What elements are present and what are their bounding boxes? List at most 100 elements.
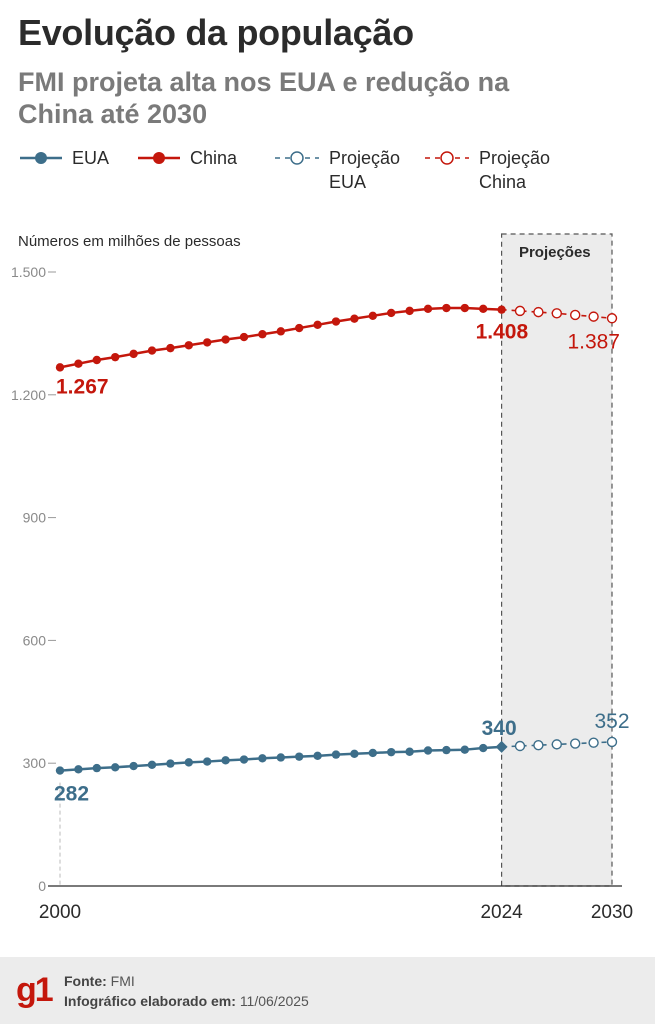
data-label-usa: 282	[54, 783, 89, 806]
data-point-usa	[55, 766, 65, 775]
x-tick-label: 2030	[591, 902, 633, 923]
data-point-china	[460, 303, 469, 313]
data-point-proj_usa	[533, 739, 544, 751]
y-tick-label: 1.200	[11, 387, 46, 403]
data-label-china: 1.408	[476, 321, 529, 344]
footer-date: Infográfico elaborado em: 11/06/2025	[64, 993, 309, 1009]
data-point-proj_china	[588, 311, 599, 322]
data-label-proj_china: 1.387	[567, 330, 620, 353]
data-point-proj_usa	[570, 738, 581, 749]
data-point-usa	[221, 756, 230, 765]
data-point-china	[92, 355, 102, 365]
data-point-usa	[331, 750, 341, 759]
y-tick-label: 900	[23, 510, 47, 526]
data-point-usa	[405, 747, 414, 756]
x-tick-label: 2024	[480, 902, 523, 923]
data-point-usa	[92, 763, 102, 773]
data-point-proj_china	[570, 309, 581, 321]
y-tick-label: 300	[23, 755, 47, 771]
data-point-usa	[258, 754, 267, 763]
footer-source-label: Fonte:	[64, 973, 107, 989]
data-point-usa	[350, 749, 359, 758]
data-point-china	[405, 306, 414, 316]
data-point-usa	[74, 765, 83, 774]
data-point-usa	[387, 747, 396, 757]
data-point-proj_china	[606, 313, 618, 324]
x-tick-label: 2000	[39, 902, 81, 923]
data-point-china	[184, 341, 193, 350]
data-label-china: 1.267	[56, 375, 109, 398]
data-point-china	[350, 314, 359, 323]
legend: EUA China Projeção EUA Projeção China	[18, 146, 638, 198]
y-tick-label: 600	[23, 632, 47, 648]
data-point-china	[442, 303, 451, 313]
data-point-china	[368, 311, 377, 320]
y-tick-label: 0	[38, 878, 46, 894]
footer-source-value: FMI	[110, 973, 135, 989]
data-point-china	[387, 308, 396, 318]
data-point-usa	[184, 758, 193, 767]
footer: g1 Fonte: FMI Infográfico elaborado em: …	[0, 957, 655, 1024]
data-point-china	[147, 346, 157, 355]
chart-subtitle: FMI projeta alta nos EUA e redução na Ch…	[18, 67, 510, 129]
data-point-proj_usa	[551, 739, 562, 750]
footer-date-value: 11/06/2025	[239, 993, 309, 1009]
data-point-proj_usa	[514, 740, 526, 752]
chart-title: Evolução da população	[18, 12, 414, 53]
legend-proj-usa-label-1: Projeção	[329, 148, 401, 168]
legend-usa-line-marker-icon	[20, 152, 62, 164]
legend-proj-china-label-1: Projeção	[479, 148, 551, 168]
data-point-china	[423, 304, 433, 314]
data-point-usa	[203, 757, 212, 766]
data-point-proj_usa	[588, 737, 599, 748]
data-point-china	[129, 349, 138, 359]
chart-area: Números em milhões de pessoas Projeções 0 3…	[0, 220, 655, 940]
projection-band	[501, 233, 613, 887]
unit-note: Números em milhões de pessoas	[18, 233, 241, 250]
data-point-usa	[313, 751, 322, 761]
projection-band-label: Projeções	[519, 244, 591, 261]
data-point-usa	[111, 763, 120, 772]
data-point-china	[55, 363, 65, 372]
legend-proj-china-label-2: China	[479, 172, 527, 192]
data-point-china	[331, 317, 341, 326]
data-point-china	[479, 304, 488, 314]
data-label-usa: 340	[482, 717, 517, 740]
data-point-china	[276, 327, 285, 336]
data-point-china	[166, 343, 175, 353]
data-point-usa	[442, 745, 451, 755]
data-point-usa	[423, 746, 433, 755]
data-point-usa	[460, 745, 469, 754]
legend-proj-china-marker-icon	[425, 151, 469, 165]
data-point-usa	[479, 743, 488, 753]
data-point-proj_china	[551, 308, 562, 319]
legend-proj-usa-marker-icon	[275, 151, 319, 165]
legend-usa-label: EUA	[72, 148, 110, 168]
data-point-china	[295, 323, 304, 333]
population-line-chart: Números em milhões de pessoas Projeções 0 3…	[11, 233, 633, 923]
data-point-china	[313, 320, 322, 330]
series-line-china	[59, 306, 502, 369]
legend-china-label: China	[190, 148, 238, 168]
legend-proj-usa-label-2: EUA	[329, 172, 367, 192]
data-label-proj_usa: 352	[594, 710, 629, 733]
data-point-usa	[239, 755, 249, 764]
data-point-usa	[295, 752, 304, 761]
data-point-china	[497, 305, 506, 314]
data-point-china	[203, 338, 212, 347]
footer-source: Fonte: FMI	[64, 973, 135, 989]
data-point-china	[239, 332, 249, 342]
data-point-china	[74, 359, 83, 368]
data-point-china	[258, 330, 267, 339]
data-point-usa	[147, 760, 157, 770]
data-point-usa	[129, 761, 138, 771]
data-point-proj_usa	[606, 736, 618, 748]
g1-logo: g1	[16, 971, 54, 1009]
data-point-usa	[368, 748, 377, 758]
y-tick-label: 1.500	[11, 264, 46, 280]
data-point-proj_china	[514, 305, 526, 317]
data-point-proj_china	[533, 306, 544, 318]
data-point-usa	[276, 753, 285, 762]
footer-date-label: Infográfico elaborado em:	[64, 993, 236, 1009]
data-point-china	[111, 352, 120, 362]
